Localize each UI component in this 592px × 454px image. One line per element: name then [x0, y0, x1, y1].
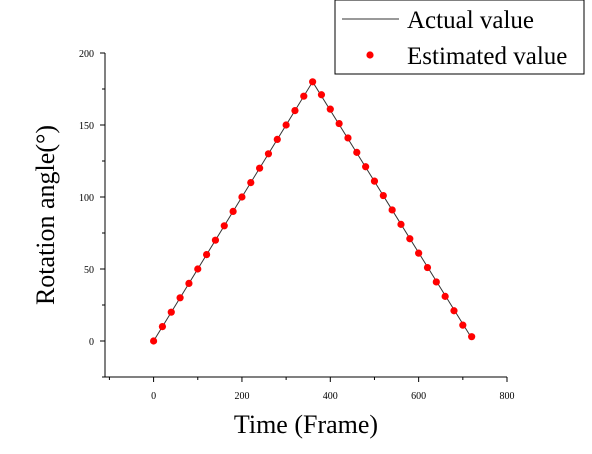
axes: 0 200 400 600 800 0 50 100 150 200	[79, 49, 515, 402]
y-axis-title: Rotation angle(°)	[31, 125, 60, 305]
data-point-estimated-value	[344, 134, 352, 142]
data-point-estimated-value	[432, 278, 440, 286]
data-point-estimated-value	[264, 150, 273, 158]
data-point-estimated-value	[229, 207, 237, 215]
data-point-estimated-value	[468, 333, 476, 341]
data-point-estimated-value	[247, 179, 255, 187]
data-point-estimated-value	[194, 265, 202, 273]
data-point-estimated-value	[273, 135, 281, 143]
data-point-estimated-value	[459, 321, 467, 329]
data-point-estimated-value	[238, 193, 246, 201]
y-tick-label: 150	[79, 121, 94, 132]
data-point-estimated-value	[211, 236, 220, 244]
data-point-estimated-value	[158, 323, 167, 331]
data-point-estimated-value	[415, 249, 423, 257]
x-tick-label: 800	[500, 391, 515, 402]
data-point-estimated-value	[220, 222, 228, 230]
x-tick-label: 0	[151, 391, 156, 402]
y-tick-label: 0	[89, 337, 94, 348]
y-tick-label: 100	[79, 193, 94, 204]
legend: Actual value Estimated value	[334, 0, 585, 75]
legend-dot-symbol	[366, 51, 374, 59]
data-point-estimated-value	[406, 235, 414, 243]
data-point-estimated-value	[149, 337, 158, 345]
data-point-estimated-value	[256, 164, 264, 172]
data-point-estimated-value	[441, 292, 449, 300]
data-point-estimated-value	[397, 220, 405, 228]
x-tick-label: 600	[411, 391, 426, 402]
x-tick-label: 200	[234, 391, 249, 402]
data-point-estimated-value	[291, 107, 299, 115]
data-point-estimated-value	[282, 121, 290, 129]
series-line-actual-value	[153, 80, 473, 342]
data-point-estimated-value	[185, 279, 193, 287]
data-point-estimated-value	[450, 307, 458, 315]
data-point-estimated-value	[176, 294, 184, 302]
data-point-estimated-value	[335, 119, 343, 128]
data-point-estimated-value	[203, 251, 211, 259]
x-tick-label: 400	[323, 391, 338, 402]
data-point-estimated-value	[423, 263, 432, 272]
data-point-estimated-value	[353, 148, 361, 156]
data-point-estimated-value	[317, 91, 326, 99]
y-tick-label: 200	[79, 49, 94, 60]
data-point-estimated-value	[300, 92, 308, 100]
data-point-estimated-value	[309, 78, 317, 86]
data-point-estimated-value	[379, 191, 387, 200]
data-point-estimated-value	[167, 308, 175, 316]
plot-area	[149, 78, 476, 345]
x-axis-title: Time (Frame)	[234, 410, 378, 439]
data-point-estimated-value	[326, 105, 334, 113]
legend-box	[334, 0, 585, 75]
y-tick-label: 50	[84, 265, 94, 276]
data-point-estimated-value	[388, 206, 396, 214]
legend-label-actual: Actual value	[407, 7, 534, 34]
data-point-estimated-value	[370, 177, 379, 185]
legend-label-estimated: Estimated value	[407, 43, 567, 70]
data-point-estimated-value	[362, 163, 370, 171]
